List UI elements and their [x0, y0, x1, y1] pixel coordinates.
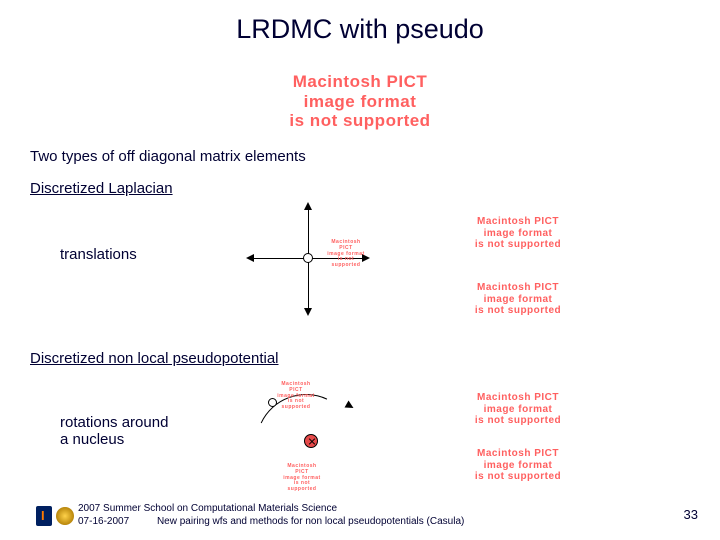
pict-line: is not supported [240, 111, 480, 131]
pict-error-med: Macintosh PICT image format is not suppo… [458, 216, 578, 251]
footer-icons [36, 506, 74, 526]
arrow-left-icon [246, 254, 254, 262]
pict-line: Macintosh PICT [458, 216, 578, 228]
heading-offdiag: Two types of off diagonal matrix element… [30, 148, 306, 165]
pict-line: is not supported [458, 471, 578, 483]
pict-line: Macintosh PICT [458, 282, 578, 294]
pict-error-small: Macintosh PICT image format is not suppo… [280, 464, 324, 493]
page-number: 33 [684, 507, 698, 522]
label-rotations: rotations around a nucleus [60, 414, 168, 448]
pict-line: image format [458, 404, 578, 416]
pict-line: Macintosh PICT [458, 448, 578, 460]
pict-line: Macintosh PICT [240, 72, 480, 92]
footer-subtitle: New pairing wfs and methods for non loca… [157, 516, 464, 527]
footer-text: 2007 Summer School on Computational Mate… [78, 502, 464, 528]
nsf-badge-icon [56, 507, 74, 525]
footer-date: 07-16-2007 [78, 516, 129, 527]
pict-error-med: Macintosh PICT image format is not suppo… [458, 448, 578, 483]
pict-error-med: Macintosh PICT image format is not suppo… [458, 282, 578, 317]
pict-line: is not supported [458, 305, 578, 317]
pict-error-small: Macintosh PICT image format is not suppo… [274, 382, 318, 411]
pict-error-banner: Macintosh PICT image format is not suppo… [240, 72, 480, 131]
slide-title: LRDMC with pseudo [0, 0, 720, 45]
pict-line: Macintosh PICT [458, 392, 578, 404]
institution-i-icon [36, 506, 52, 526]
arrow-up-icon [304, 202, 312, 210]
label-line: rotations around [60, 414, 168, 431]
footer-line: 07-16-2007 New pairing wfs and methods f… [78, 515, 464, 528]
pict-line: is not supported [274, 399, 318, 411]
heading-pseudo: Discretized non local pseudopotential [30, 350, 279, 367]
pict-error-small: Macintosh PICT image format is not suppo… [324, 240, 368, 269]
pict-line: image format [458, 460, 578, 472]
arc-arrow-icon [345, 401, 356, 412]
pict-line: image format [240, 92, 480, 112]
pict-error-med: Macintosh PICT image format is not suppo… [458, 392, 578, 427]
heading-laplacian: Discretized Laplacian [30, 180, 173, 197]
pict-line: Macintosh PICT [280, 464, 324, 476]
pict-line: is not supported [458, 239, 578, 251]
pict-line: is not supported [458, 415, 578, 427]
origin-dot-icon [303, 253, 313, 263]
pict-line: is not supported [324, 257, 368, 269]
arrow-down-icon [304, 308, 312, 316]
footer-line: 2007 Summer School on Computational Mate… [78, 502, 464, 515]
pict-line: image format [458, 294, 578, 306]
pict-line: image format [458, 228, 578, 240]
pict-line: is not supported [280, 481, 324, 493]
nucleus-icon [304, 434, 318, 448]
label-translations: translations [60, 246, 137, 263]
pict-line: Macintosh PICT [324, 240, 368, 252]
pict-line: Macintosh PICT [274, 382, 318, 394]
label-line: a nucleus [60, 431, 124, 448]
